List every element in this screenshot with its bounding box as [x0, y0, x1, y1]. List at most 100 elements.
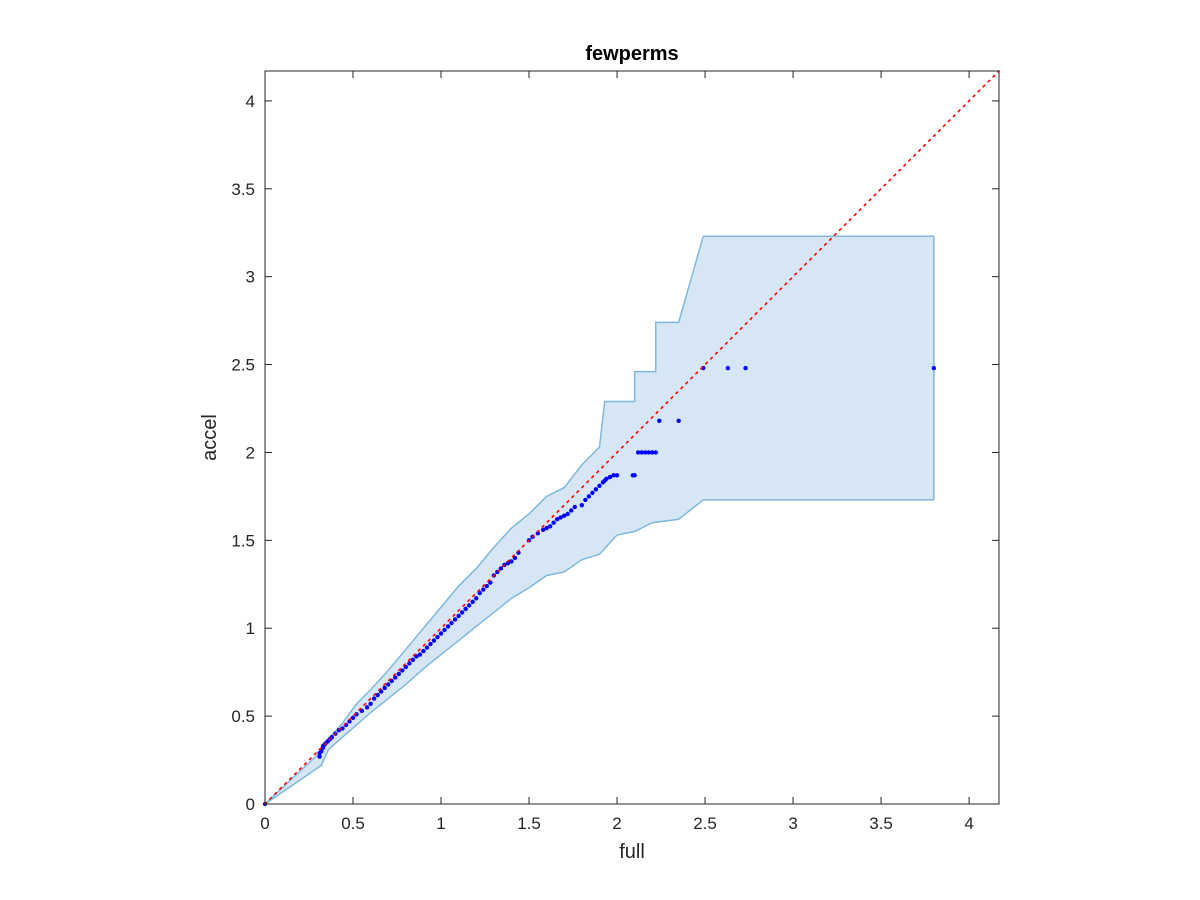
- x-tick-label: 0: [260, 814, 269, 833]
- x-tick-label: 4: [964, 814, 973, 833]
- data-point: [403, 664, 409, 670]
- y-tick-label: 1: [246, 619, 255, 638]
- data-point: [611, 473, 616, 478]
- data-point: [435, 634, 440, 640]
- y-tick-label: 3: [246, 268, 255, 287]
- data-point: [317, 754, 322, 759]
- data-point: [445, 624, 451, 629]
- data-point: [544, 525, 549, 531]
- data-point: [632, 473, 637, 478]
- data-point: [400, 668, 405, 673]
- data-point: [442, 627, 447, 633]
- y-tick-label: 0: [246, 795, 255, 814]
- data-point: [551, 520, 556, 525]
- axes: 0 0.5 1 1.5 2 2.5 3 3.5 4 0 0.5 1 1.5 2 2.5 3 3.5 4: [231, 70, 1000, 833]
- data-point: [547, 524, 553, 529]
- plot-area: [262, 70, 1000, 807]
- data-point: [512, 555, 518, 561]
- data-point: [350, 715, 356, 721]
- data-point: [565, 511, 570, 517]
- axes-box: [264, 70, 1000, 805]
- data-point: [359, 708, 365, 714]
- data-point: [597, 483, 602, 489]
- band-upper-edge: [264, 235, 934, 805]
- data-point: [484, 583, 489, 589]
- data-point: [407, 661, 412, 666]
- y-tick-label: 1.5: [231, 531, 255, 550]
- x-tick-label: 1: [436, 814, 445, 833]
- x-tick-label: 3.5: [869, 814, 893, 833]
- data-point: [579, 502, 585, 508]
- data-point: [639, 450, 644, 455]
- data-point: [371, 696, 377, 701]
- data-point: [417, 652, 423, 657]
- y-tick-label: 3.5: [231, 180, 255, 199]
- data-point: [554, 517, 560, 522]
- data-point: [657, 418, 662, 424]
- data-point: [389, 678, 394, 684]
- data-point: [614, 473, 620, 478]
- data-point: [424, 645, 430, 650]
- data-point: [558, 515, 563, 520]
- data-point: [572, 504, 577, 510]
- data-point: [604, 476, 609, 482]
- data-point: [414, 654, 419, 659]
- data-point: [459, 610, 465, 615]
- data-point: [347, 719, 352, 724]
- y-tick-label: 2.5: [231, 356, 255, 375]
- data-point: [396, 671, 401, 677]
- data-point: [505, 560, 511, 566]
- data-point: [477, 590, 482, 596]
- x-tick-label: 3: [788, 814, 797, 833]
- data-point: [463, 606, 468, 612]
- chart-title: fewperms: [585, 43, 678, 65]
- x-tick-label: 1.5: [517, 814, 541, 833]
- data-point: [509, 559, 514, 564]
- data-point: [643, 450, 648, 455]
- data-point: [470, 599, 475, 605]
- data-point: [676, 418, 681, 424]
- band-lower-edge: [264, 499, 934, 805]
- data-point: [386, 682, 391, 687]
- data-point: [635, 450, 641, 455]
- x-tick-label: 2.5: [693, 814, 717, 833]
- data-point: [452, 617, 458, 622]
- data-point: [488, 580, 493, 585]
- data-point: [646, 450, 651, 455]
- data-point: [431, 638, 437, 643]
- data-point: [375, 692, 380, 698]
- data-point: [410, 657, 416, 663]
- data-point: [428, 641, 433, 647]
- data-point: [653, 450, 658, 455]
- x-tick-label: 0.5: [341, 814, 365, 833]
- data-point: [607, 474, 613, 480]
- data-point: [466, 603, 472, 608]
- data-point: [421, 648, 426, 654]
- y-axis-label: accel: [199, 414, 221, 461]
- data-point: [743, 365, 748, 371]
- data-point: [650, 450, 655, 455]
- data-point: [583, 497, 588, 503]
- data-point: [364, 705, 370, 710]
- data-point: [569, 508, 574, 513]
- data-point: [586, 494, 592, 499]
- data-point: [562, 513, 567, 518]
- data-point: [449, 620, 454, 626]
- data-point: [474, 596, 479, 601]
- data-point: [540, 527, 546, 532]
- data-point: [368, 701, 373, 707]
- data-point: [725, 365, 731, 371]
- data-point: [590, 490, 595, 496]
- y-tick-label: 4: [246, 92, 255, 111]
- y-tick-label: 2: [246, 443, 255, 462]
- data-point: [340, 726, 345, 731]
- data-point: [382, 685, 387, 691]
- data-point: [931, 365, 937, 371]
- x-tick-label: 2: [612, 814, 621, 833]
- y-tick-label: 0.5: [231, 707, 255, 726]
- data-point: [593, 487, 599, 492]
- reference-line: [264, 70, 1000, 805]
- data-point: [438, 631, 444, 636]
- data-point: [481, 587, 486, 592]
